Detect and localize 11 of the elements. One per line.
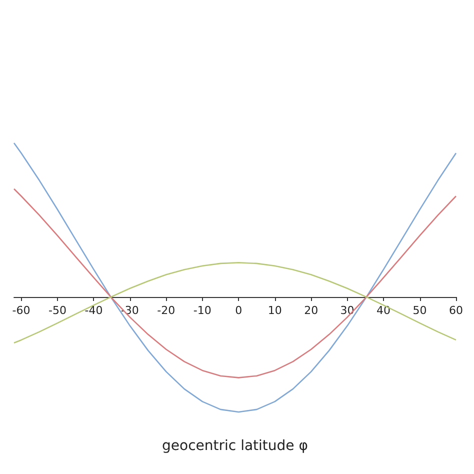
x-tick-label: -60 [12, 304, 30, 317]
x-tick-label: 60 [449, 304, 463, 317]
x-tick-label: -10 [193, 304, 212, 317]
x-tick-label: -20 [157, 304, 176, 317]
x-tick-label: 20 [304, 304, 318, 317]
x-axis-title: geocentric latitude φ [162, 438, 308, 454]
x-tick-label: -40 [84, 304, 103, 317]
x-tick-label: 0 [235, 304, 242, 317]
x-tick-label: 50 [412, 304, 427, 317]
x-tick-label: 10 [268, 304, 282, 317]
x-tick-label: -50 [48, 304, 66, 317]
